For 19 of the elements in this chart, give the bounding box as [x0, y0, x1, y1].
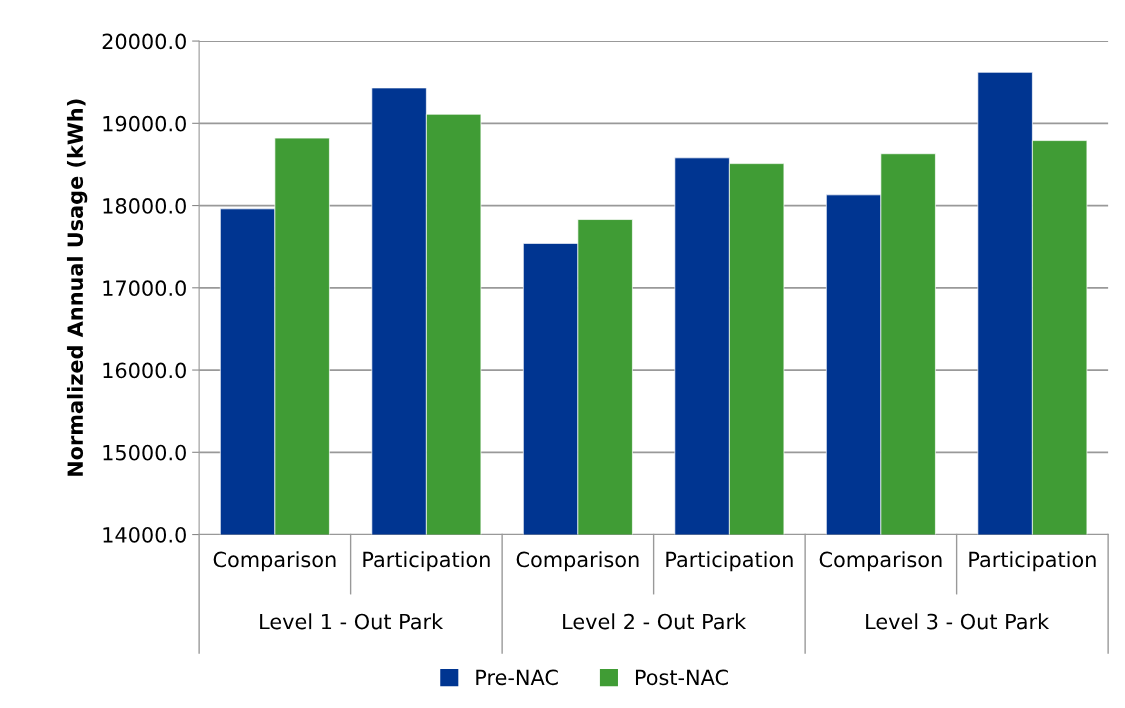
- y-tick-label: 19000.0: [103, 115, 186, 132]
- y-tick-label: 14000.0: [103, 526, 186, 543]
- y-tick-label: 17000.0: [103, 280, 186, 297]
- y-tick-label: 20000.0: [102, 33, 186, 50]
- legend-label: Post-NAC: [635, 669, 728, 686]
- legend-label: Pre-NAC: [476, 669, 558, 686]
- x-tick-label: Comparison: [516, 551, 639, 572]
- y-tick-label: 18000.0: [103, 198, 186, 214]
- x-tick-label: Comparison: [213, 551, 336, 572]
- text: Level 3 - Out Park: [866, 613, 1050, 630]
- y-axis-title: Normalized Annual Usage (kWh): [66, 99, 88, 476]
- text: Level 2 - Out Park: [563, 613, 747, 630]
- x-tick-label: Comparison: [819, 551, 942, 572]
- x-tick-label: Participation: [363, 551, 490, 572]
- text: Level 1 - Out Park: [260, 613, 444, 630]
- x-tick-label: Participation: [666, 551, 793, 572]
- y-tick-label: 16000.0: [103, 362, 186, 379]
- y-tick-label: 15000.0: [103, 444, 186, 461]
- x-tick-label: Participation: [969, 551, 1096, 572]
